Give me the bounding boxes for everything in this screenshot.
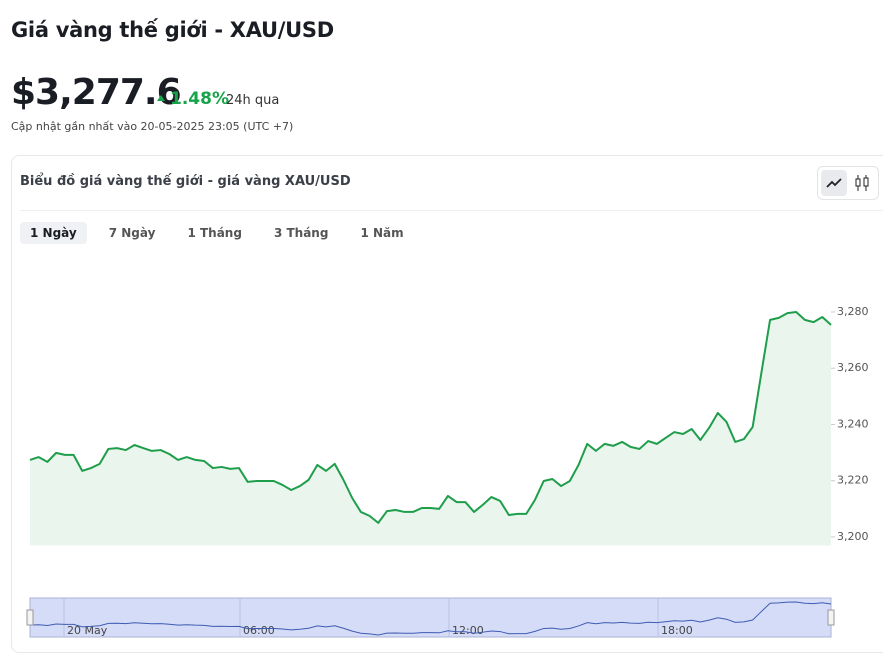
navigator-label: 18:00 xyxy=(661,624,693,637)
navigator-line xyxy=(29,601,832,636)
y-tick-label: 3,280 xyxy=(837,305,869,318)
navigator-handle[interactable] xyxy=(827,609,835,626)
navigator-label: 20 May xyxy=(67,624,108,637)
y-tick-label: 3,200 xyxy=(837,530,869,543)
change: 1.48% xyxy=(157,89,229,109)
chart-card: Biểu đồ giá vàng thế giới - giá vàng XAU… xyxy=(11,155,883,653)
candle-icon[interactable] xyxy=(849,170,875,196)
range-tab[interactable]: 3 Tháng xyxy=(273,226,329,240)
page-title: Giá vàng thế giới - XAU/USD xyxy=(11,18,334,42)
navigator-label: 06:00 xyxy=(243,624,275,637)
candle-icon-svg xyxy=(855,175,869,191)
navigator-bg xyxy=(29,597,832,638)
change-value: 1.48% xyxy=(170,89,229,109)
range-tab[interactable]: 7 Ngày xyxy=(108,226,156,240)
range-tab[interactable]: 1 Ngày xyxy=(20,222,87,244)
range-tabs: 1 Ngày 7 Ngày 1 Tháng 3 Tháng 1 Năm xyxy=(20,222,426,244)
price-line xyxy=(29,310,832,524)
y-tick-label: 3,240 xyxy=(837,417,869,430)
y-tick-label: 3,220 xyxy=(837,474,869,487)
line-icon[interactable] xyxy=(821,170,847,196)
price: $3,277.6 xyxy=(11,72,182,113)
y-tick-label: 3,260 xyxy=(837,361,869,374)
navigator-label: 12:00 xyxy=(452,624,484,637)
navigator-handle[interactable] xyxy=(26,609,34,626)
up-arrow xyxy=(157,95,165,101)
area-fill xyxy=(30,311,831,546)
separator xyxy=(20,210,883,211)
updated: Cập nhật gần nhất vào 20-05-2025 23:05 (… xyxy=(11,120,294,133)
range-tab[interactable]: 1 Năm xyxy=(360,226,404,240)
period: 24h qua xyxy=(226,93,280,108)
card-title: Biểu đồ giá vàng thế giới - giá vàng XAU… xyxy=(20,174,351,189)
line-icon-svg xyxy=(826,178,842,188)
range-tab[interactable]: 1 Tháng xyxy=(187,226,242,240)
chart-type-switch xyxy=(817,166,879,200)
